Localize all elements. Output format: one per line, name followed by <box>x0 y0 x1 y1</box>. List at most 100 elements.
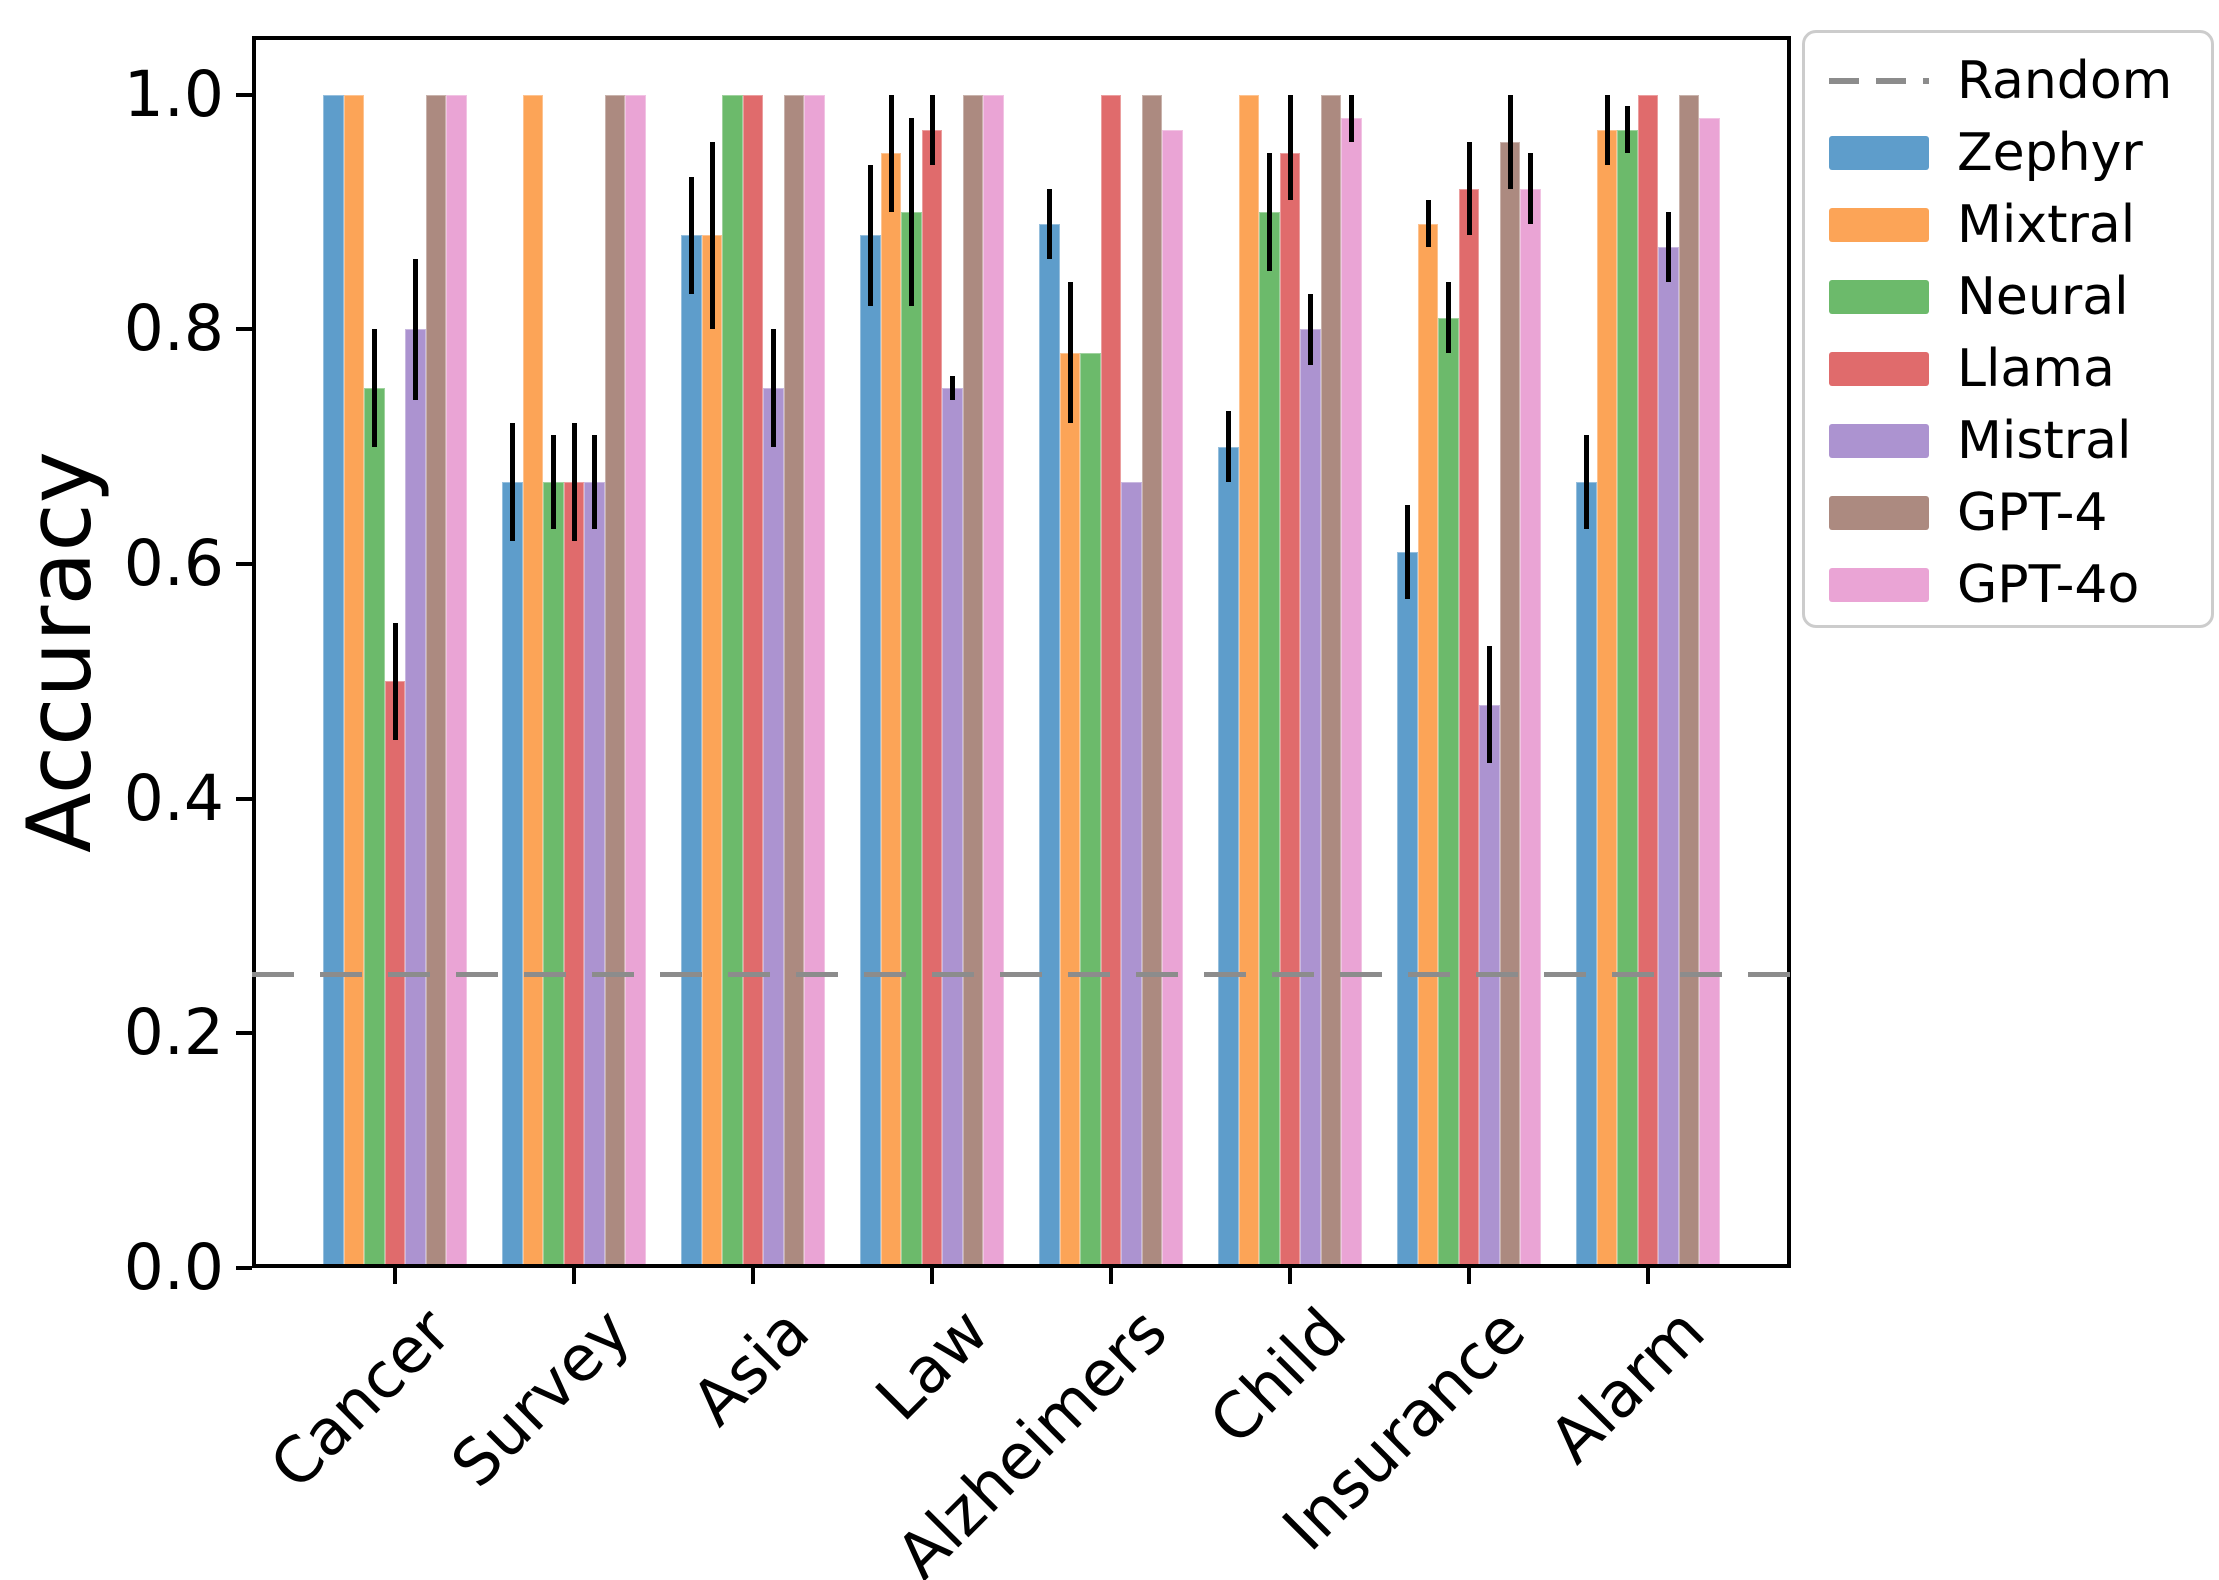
bar-gpt-4o-cancer <box>446 94 467 1268</box>
bar-gpt-4o-insurance <box>1520 188 1541 1268</box>
bar-neural-insurance <box>1438 317 1459 1268</box>
y-tick-label-0.0: 0.0 <box>123 1231 224 1304</box>
error-bar-zephyr-alzheimers <box>1047 188 1052 259</box>
error-bar-zephyr-law <box>868 165 873 306</box>
legend-item-random: Random <box>1805 45 2211 117</box>
legend-item-zephyr: Zephyr <box>1805 117 2211 189</box>
legend-color-swatch <box>1829 208 1929 242</box>
bar-zephyr-child <box>1218 446 1239 1268</box>
y-tick-mark <box>236 92 252 97</box>
bar-gpt-4o-survey <box>625 94 646 1268</box>
error-bar-neural-cancer <box>372 329 377 447</box>
error-bar-zephyr-child <box>1226 411 1231 482</box>
y-tick-mark <box>236 796 252 801</box>
y-tick-mark <box>236 1031 252 1036</box>
x-tick-label-cancer: Cancer <box>256 1294 466 1503</box>
bar-llama-law <box>921 129 943 1268</box>
x-tick-mark <box>1467 1268 1471 1284</box>
x-tick-label-child: Child <box>1196 1294 1361 1459</box>
bar-mistral-law <box>942 388 963 1268</box>
legend-color-swatch <box>1829 352 1929 386</box>
bar-neural-cancer <box>364 388 385 1268</box>
error-bar-mistral-insurance <box>1487 646 1492 764</box>
error-bar-gpt-4o-child <box>1349 94 1354 142</box>
error-bar-neural-insurance <box>1446 282 1451 353</box>
legend-color-swatch <box>1829 424 1929 458</box>
bar-neural-asia <box>722 94 743 1268</box>
bar-mistral-cancer <box>405 329 426 1268</box>
bar-gpt-4-cancer <box>425 94 447 1268</box>
bar-llama-alarm <box>1637 94 1659 1268</box>
error-bar-mistral-cancer <box>413 258 418 400</box>
legend-item-gpt-4: GPT-4 <box>1805 477 2211 549</box>
legend-color-swatch <box>1829 568 1929 602</box>
bar-zephyr-alarm <box>1576 481 1597 1268</box>
error-bar-llama-survey <box>571 423 577 541</box>
error-bar-mistral-child <box>1308 294 1313 365</box>
legend-label: Mistral <box>1957 411 2132 471</box>
bar-llama-child <box>1279 153 1301 1268</box>
bar-zephyr-law <box>860 235 881 1268</box>
error-bar-llama-child <box>1287 94 1293 201</box>
bar-zephyr-insurance <box>1397 552 1418 1268</box>
bar-neural-child <box>1259 212 1280 1268</box>
y-axis-label: Accuracy <box>8 451 111 853</box>
random-baseline-line <box>252 972 1791 978</box>
legend-label: Neural <box>1957 267 2129 327</box>
y-tick-mark <box>236 327 252 332</box>
bar-mixtral-alzheimers <box>1059 352 1081 1268</box>
x-tick-label-asia: Asia <box>678 1294 824 1440</box>
error-bar-mixtral-law <box>888 94 894 212</box>
error-bar-mistral-alarm <box>1666 212 1671 283</box>
error-bar-mistral-law <box>950 376 955 400</box>
x-tick-mark <box>1646 1268 1650 1284</box>
x-tick-mark <box>751 1268 755 1284</box>
y-tick-label-0.4: 0.4 <box>123 761 224 835</box>
error-bar-llama-law <box>929 94 935 166</box>
x-tick-mark <box>1288 1268 1292 1284</box>
bar-mixtral-child <box>1238 94 1260 1268</box>
x-tick-mark <box>393 1268 397 1284</box>
bar-gpt-4-survey <box>604 94 626 1268</box>
bar-mistral-alzheimers <box>1121 481 1142 1268</box>
y-tick-mark <box>236 1266 252 1270</box>
x-tick-mark <box>1109 1268 1113 1284</box>
bar-mistral-child <box>1300 329 1321 1268</box>
error-bar-zephyr-survey <box>510 423 515 541</box>
bar-mistral-alarm <box>1658 247 1679 1268</box>
legend-label: Llama <box>1957 339 2115 399</box>
bar-neural-survey <box>543 481 564 1268</box>
legend: Random Zephyr Mixtral Neural Llama Mistral GPT… <box>1802 30 2214 628</box>
error-bar-mixtral-alarm <box>1604 94 1610 166</box>
error-bar-gpt-4-insurance <box>1507 94 1513 189</box>
bar-mixtral-law <box>880 153 902 1268</box>
legend-item-neural: Neural <box>1805 261 2211 333</box>
bar-gpt-4o-alarm <box>1699 118 1720 1268</box>
error-bar-neural-child <box>1267 153 1272 271</box>
bar-mistral-survey <box>584 481 605 1268</box>
y-tick-mark <box>236 562 252 566</box>
x-tick-label-alarm: Alarm <box>1535 1294 1719 1478</box>
legend-label: Zephyr <box>1957 123 2143 183</box>
bar-llama-insurance <box>1458 188 1480 1268</box>
bar-zephyr-survey <box>502 481 523 1268</box>
error-bar-zephyr-alarm <box>1584 434 1589 529</box>
bar-neural-law <box>901 212 922 1268</box>
error-bar-neural-survey <box>551 434 556 529</box>
error-bar-mixtral-alzheimers <box>1067 282 1073 424</box>
x-tick-mark <box>930 1268 934 1284</box>
bar-gpt-4o-law <box>983 94 1004 1268</box>
error-bar-mistral-asia <box>771 329 776 447</box>
bar-gpt-4-alarm <box>1678 94 1700 1268</box>
legend-item-llama: Llama <box>1805 333 2211 405</box>
bar-gpt-4o-child <box>1341 118 1362 1268</box>
x-tick-mark <box>572 1268 576 1284</box>
legend-color-swatch <box>1829 280 1929 314</box>
legend-label: GPT-4 <box>1957 483 2108 543</box>
plot-area <box>252 36 1791 1268</box>
x-tick-label-survey: Survey <box>437 1294 645 1502</box>
bar-gpt-4-insurance <box>1499 141 1521 1268</box>
y-tick-label-0.6: 0.6 <box>123 527 224 600</box>
bar-gpt-4-asia <box>783 94 805 1268</box>
bar-zephyr-asia <box>681 235 702 1268</box>
